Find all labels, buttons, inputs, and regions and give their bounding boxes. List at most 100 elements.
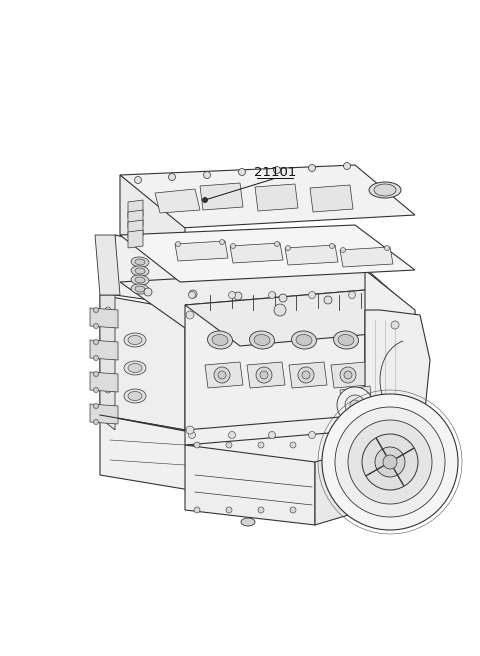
- Circle shape: [239, 169, 245, 176]
- Ellipse shape: [124, 333, 146, 347]
- Polygon shape: [100, 295, 185, 430]
- Circle shape: [290, 507, 296, 513]
- Polygon shape: [90, 372, 118, 392]
- Polygon shape: [365, 310, 430, 450]
- Circle shape: [290, 442, 296, 448]
- Circle shape: [337, 387, 373, 423]
- Circle shape: [275, 241, 279, 247]
- Circle shape: [344, 371, 352, 379]
- Polygon shape: [120, 268, 415, 328]
- Ellipse shape: [135, 268, 145, 274]
- Circle shape: [302, 371, 310, 379]
- Circle shape: [94, 403, 98, 409]
- Ellipse shape: [124, 389, 146, 403]
- Ellipse shape: [241, 518, 255, 526]
- Polygon shape: [175, 241, 228, 261]
- Circle shape: [226, 442, 232, 448]
- Circle shape: [94, 323, 98, 329]
- Circle shape: [228, 432, 236, 438]
- Circle shape: [204, 171, 211, 178]
- Circle shape: [218, 371, 226, 379]
- Ellipse shape: [254, 335, 270, 346]
- Circle shape: [94, 356, 98, 361]
- Circle shape: [258, 442, 264, 448]
- Ellipse shape: [291, 331, 316, 349]
- Circle shape: [344, 163, 350, 169]
- Circle shape: [105, 347, 111, 353]
- Polygon shape: [340, 247, 393, 267]
- Ellipse shape: [338, 335, 354, 346]
- Circle shape: [375, 447, 405, 477]
- Circle shape: [335, 407, 445, 517]
- Ellipse shape: [131, 275, 149, 285]
- Ellipse shape: [334, 331, 359, 349]
- Polygon shape: [100, 295, 115, 430]
- Circle shape: [214, 367, 230, 383]
- Circle shape: [279, 294, 287, 302]
- Ellipse shape: [128, 363, 142, 373]
- Circle shape: [348, 420, 432, 504]
- Circle shape: [94, 419, 98, 424]
- Circle shape: [94, 340, 98, 344]
- Circle shape: [383, 455, 397, 469]
- Polygon shape: [230, 243, 283, 263]
- Polygon shape: [340, 386, 372, 414]
- Ellipse shape: [207, 331, 232, 349]
- Circle shape: [219, 239, 225, 245]
- Circle shape: [268, 432, 276, 438]
- Polygon shape: [255, 184, 298, 211]
- Circle shape: [134, 176, 142, 184]
- Ellipse shape: [250, 331, 275, 349]
- Circle shape: [286, 245, 290, 251]
- Polygon shape: [128, 210, 143, 228]
- Circle shape: [268, 291, 276, 298]
- Polygon shape: [100, 415, 190, 490]
- Circle shape: [194, 442, 200, 448]
- Circle shape: [274, 304, 286, 316]
- Circle shape: [105, 387, 111, 393]
- Polygon shape: [185, 445, 315, 525]
- Circle shape: [226, 507, 232, 513]
- Ellipse shape: [131, 257, 149, 267]
- Circle shape: [186, 426, 194, 434]
- Circle shape: [94, 308, 98, 312]
- Circle shape: [274, 167, 280, 173]
- Circle shape: [391, 436, 399, 444]
- Ellipse shape: [135, 259, 145, 265]
- Circle shape: [144, 288, 152, 296]
- Circle shape: [345, 395, 365, 415]
- Circle shape: [348, 432, 356, 438]
- Circle shape: [362, 434, 418, 490]
- Polygon shape: [115, 235, 185, 305]
- Circle shape: [324, 296, 332, 304]
- Circle shape: [234, 292, 242, 300]
- Circle shape: [309, 291, 315, 298]
- Circle shape: [230, 243, 236, 249]
- Ellipse shape: [374, 184, 396, 196]
- Circle shape: [322, 394, 458, 530]
- Polygon shape: [128, 230, 143, 248]
- Polygon shape: [120, 175, 185, 250]
- Circle shape: [256, 367, 272, 383]
- Circle shape: [329, 243, 335, 249]
- Ellipse shape: [135, 277, 145, 283]
- Circle shape: [203, 197, 207, 203]
- Circle shape: [391, 321, 399, 329]
- Polygon shape: [315, 448, 365, 525]
- Circle shape: [384, 245, 389, 251]
- Circle shape: [94, 371, 98, 377]
- Circle shape: [260, 371, 268, 379]
- Ellipse shape: [128, 335, 142, 344]
- Polygon shape: [310, 185, 353, 212]
- Polygon shape: [200, 183, 243, 210]
- Polygon shape: [128, 220, 143, 238]
- Circle shape: [348, 291, 356, 298]
- Ellipse shape: [131, 266, 149, 276]
- Polygon shape: [90, 308, 118, 328]
- Circle shape: [194, 507, 200, 513]
- Polygon shape: [205, 362, 243, 388]
- Circle shape: [189, 290, 197, 298]
- Circle shape: [309, 432, 315, 438]
- Circle shape: [340, 367, 356, 383]
- Circle shape: [350, 400, 360, 410]
